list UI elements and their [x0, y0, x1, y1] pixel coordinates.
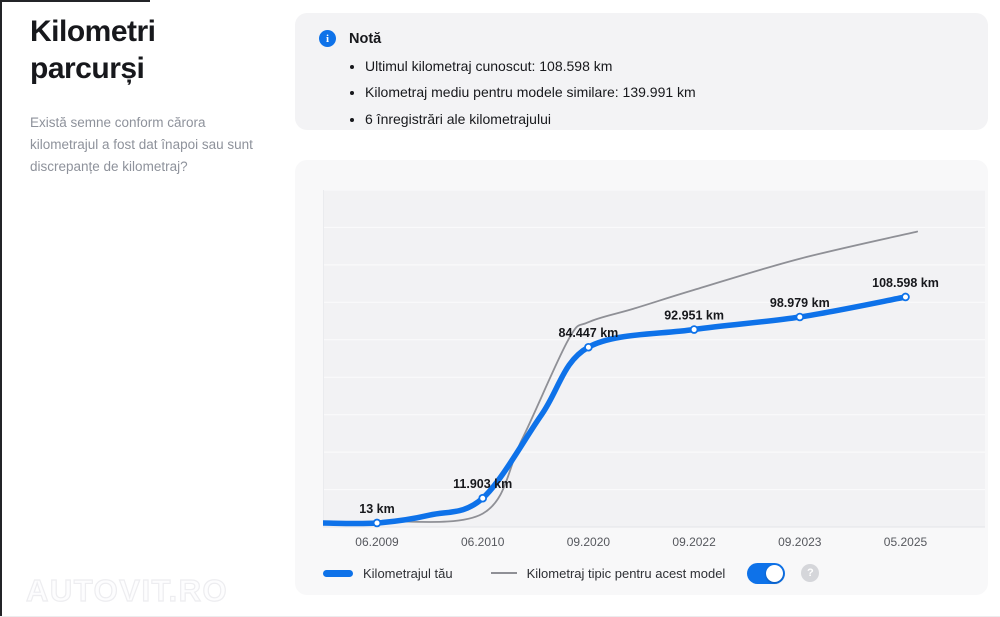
note-item-last-mileage: Ultimul kilometraj cunoscut: 108.598 km	[365, 56, 964, 76]
data-point-label: 11.903 km	[453, 477, 512, 491]
data-point[interactable]	[901, 292, 910, 302]
data-point-label: 13 km	[359, 502, 394, 516]
note-item-average-mileage: Kilometraj mediu pentru modele similare:…	[365, 82, 964, 102]
legend-item-your-mileage[interactable]: Kilometrajul tău	[323, 566, 453, 581]
note-box: i Notă Ultimul kilometraj cunoscut: 108.…	[295, 13, 988, 130]
data-point-label: 92.951 km	[664, 309, 724, 323]
chart-legend: Kilometrajul tău Kilometraj tipic pentru…	[323, 560, 820, 586]
mileage-chart-card: 13 km 11.903 km 84.447 km 92.951 km 98.979 k…	[295, 160, 988, 595]
x-tick-label: 06.2010	[461, 535, 505, 549]
info-icon: i	[319, 30, 336, 47]
note-title: Notă	[349, 30, 382, 47]
data-point[interactable]	[689, 325, 699, 334]
section-sidebar: Kilometri parcurși Există semne conform …	[30, 14, 280, 177]
legend-label-typical-mileage: Kilometraj tipic pentru acest model	[526, 565, 726, 581]
help-icon[interactable]: ?	[801, 564, 820, 582]
data-point-label: 98.979 km	[770, 296, 830, 310]
section-question: Există semne conform cărora kilometrajul…	[30, 114, 253, 174]
data-point-label: 108.598 km	[872, 276, 939, 290]
legend-item-typical-mileage[interactable]: Kilometraj tipic pentru acest model	[490, 565, 726, 581]
typical-line-toggle[interactable]	[747, 562, 786, 584]
toggle-knob	[766, 564, 784, 582]
blue-line-swatch-icon	[323, 569, 353, 577]
watermark: AUTOVIT.RO	[25, 572, 229, 608]
page-title: Kilometri parcurși	[30, 15, 156, 85]
x-tick-label: 09.2020	[567, 535, 611, 549]
window-edge-left	[0, 0, 2, 617]
note-item-records-count: 6 înregistrări ale kilometrajului	[365, 109, 964, 129]
plot-area	[323, 190, 985, 527]
data-point[interactable]	[795, 312, 805, 322]
legend-label-your-mileage: Kilometrajul tău	[363, 565, 453, 581]
data-point[interactable]	[478, 493, 488, 503]
mileage-chart[interactable]: 13 km 11.903 km 84.447 km 92.951 km 98.979 k…	[323, 190, 985, 554]
x-tick-label: 09.2023	[778, 535, 822, 549]
note-list: Ultimul kilometraj cunoscut: 108.598 km …	[350, 56, 964, 129]
x-tick-label: 06.2009	[355, 535, 399, 549]
x-tick-label: 05.2025	[884, 535, 928, 549]
window-edge-top	[0, 0, 150, 2]
data-point-label: 84.447 km	[559, 326, 619, 340]
typical-mileage-line[interactable]	[323, 230, 918, 524]
gray-line-swatch-icon	[490, 572, 517, 574]
your-mileage-line[interactable]	[323, 294, 909, 527]
data-point[interactable]	[584, 342, 593, 352]
data-point[interactable]	[372, 518, 382, 528]
x-tick-label: 09.2022	[672, 535, 716, 549]
